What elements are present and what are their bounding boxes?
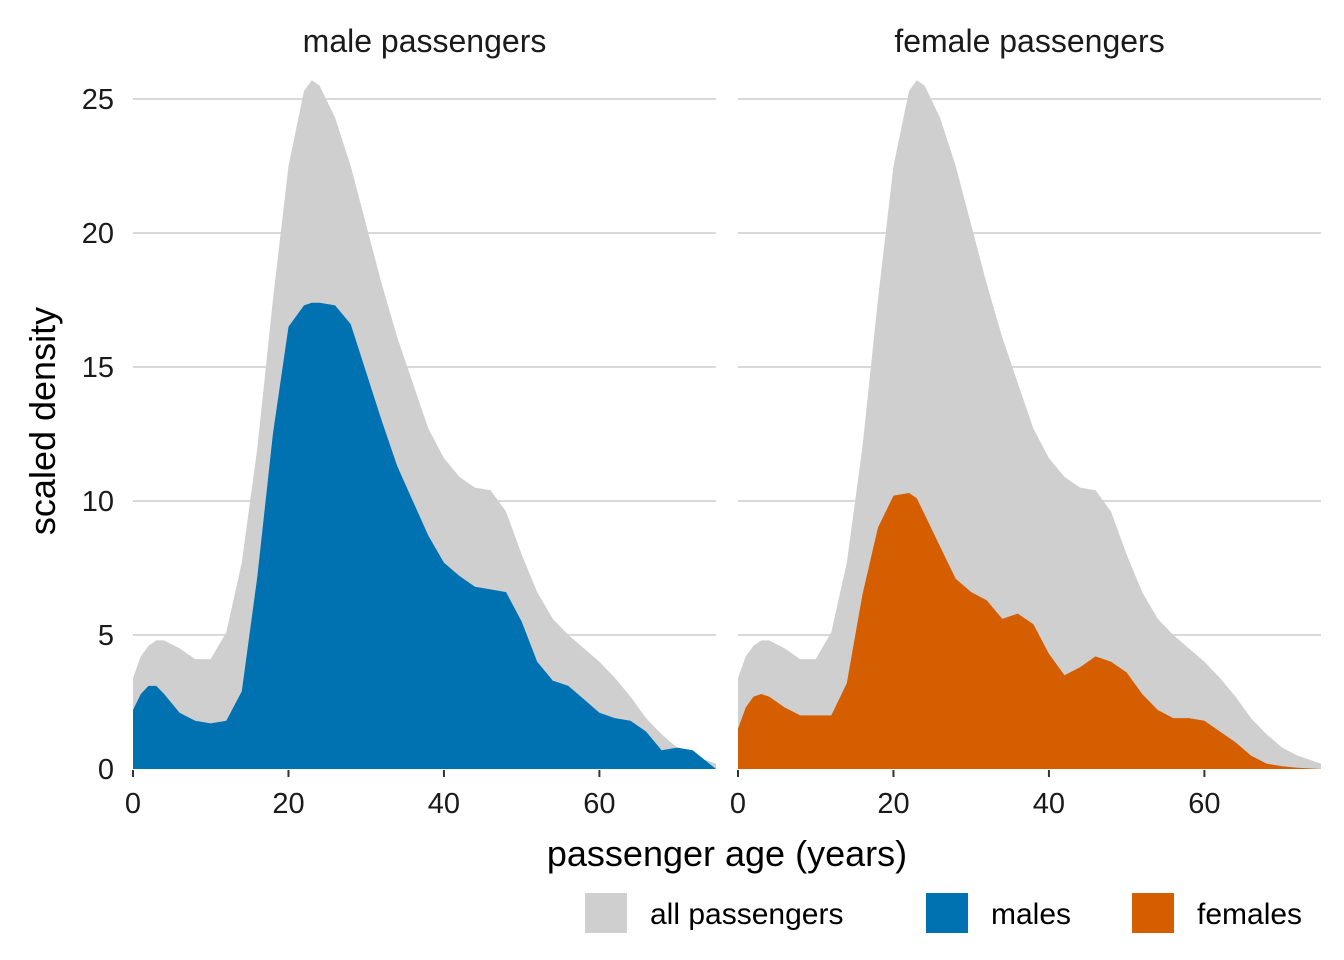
facet-panels: male passengers 0 20 40 60 female passengers 0… — [125, 23, 1321, 820]
y-axis-title: scaled density — [22, 307, 63, 535]
area-males — [133, 302, 716, 769]
legend-swatch-all-passengers — [585, 893, 627, 933]
x-tick-label-20: 20 — [272, 788, 304, 820]
facet-title: male passengers — [303, 23, 547, 59]
x-tick-label-60: 60 — [1188, 788, 1220, 820]
legend: all passengers males females — [585, 893, 1302, 933]
y-tick-label-5: 5 — [98, 620, 114, 652]
y-axis: 0 5 10 15 20 25 — [82, 84, 114, 786]
x-tick-label-0: 0 — [730, 788, 746, 820]
y-tick-label-25: 25 — [82, 84, 114, 116]
y-tick-label-10: 10 — [82, 486, 114, 518]
legend-label-males: males — [991, 898, 1071, 931]
x-tick-label-40: 40 — [1033, 788, 1065, 820]
legend-label-females: females — [1197, 898, 1302, 931]
y-tick-label-20: 20 — [82, 218, 114, 250]
facet-panel-2: female passengers 0 20 40 60 — [730, 23, 1321, 820]
facet-panel-1: male passengers 0 20 40 60 — [125, 23, 716, 820]
y-tick-label-0: 0 — [98, 754, 114, 786]
x-axis-title: passenger age (years) — [547, 833, 907, 874]
x-tick-label-20: 20 — [877, 788, 909, 820]
x-tick-label-40: 40 — [428, 788, 460, 820]
legend-label-all-passengers: all passengers — [650, 898, 843, 931]
facet-title: female passengers — [894, 23, 1164, 59]
y-tick-label-15: 15 — [82, 352, 114, 384]
legend-swatch-males — [926, 893, 968, 933]
legend-swatch-females — [1132, 893, 1174, 933]
x-tick-label-60: 60 — [583, 788, 615, 820]
x-tick-label-0: 0 — [125, 788, 141, 820]
area-females — [738, 493, 1321, 769]
